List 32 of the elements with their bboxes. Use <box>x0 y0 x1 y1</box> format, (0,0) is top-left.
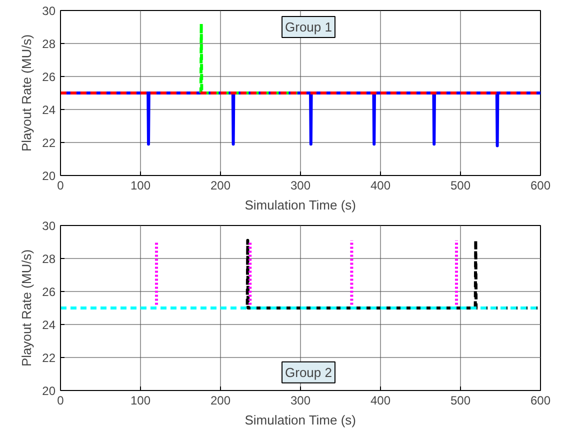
y-tick-label: 28 <box>42 252 56 266</box>
x-tick-label: 600 <box>530 178 551 192</box>
y-tick-label: 22 <box>42 351 56 365</box>
y-tick-label: 24 <box>42 103 56 117</box>
x-tick-label: 0 <box>57 394 64 408</box>
x-tick-label: 0 <box>57 178 64 192</box>
y-tick-label: 30 <box>42 4 56 18</box>
x-tick-label: 500 <box>450 394 471 408</box>
x-tick-label: 300 <box>290 394 311 408</box>
x-tick-label: 300 <box>290 178 311 192</box>
y-tick-label: 20 <box>42 169 56 183</box>
y-tick-label: 30 <box>42 219 56 233</box>
x-tick-label: 100 <box>130 178 151 192</box>
y-tick-label: 26 <box>42 70 56 84</box>
x-tick-label: 200 <box>210 394 231 408</box>
annotation: Group 1 <box>285 20 332 34</box>
x-tick-label: 100 <box>130 394 151 408</box>
x-tick-label: 500 <box>450 178 471 192</box>
y-tick-label: 22 <box>42 136 56 150</box>
x-tick-label: 400 <box>370 394 391 408</box>
x-tick-label: 600 <box>530 394 551 408</box>
y-axis-title: Playout Rate (MU/s) <box>19 34 34 152</box>
x-axis-title: Simulation Time (s) <box>244 412 356 428</box>
y-tick-label: 28 <box>42 37 56 51</box>
y-axis-title: Playout Rate (MU/s) <box>19 249 34 367</box>
y-tick-label: 20 <box>42 384 56 398</box>
x-axis-title: Simulation Time (s) <box>244 198 356 212</box>
x-tick-label: 200 <box>210 178 231 192</box>
y-tick-label: 26 <box>42 285 56 299</box>
annotation: Group 2 <box>285 364 332 380</box>
y-tick-label: 24 <box>42 318 56 332</box>
x-tick-label: 400 <box>370 178 391 192</box>
